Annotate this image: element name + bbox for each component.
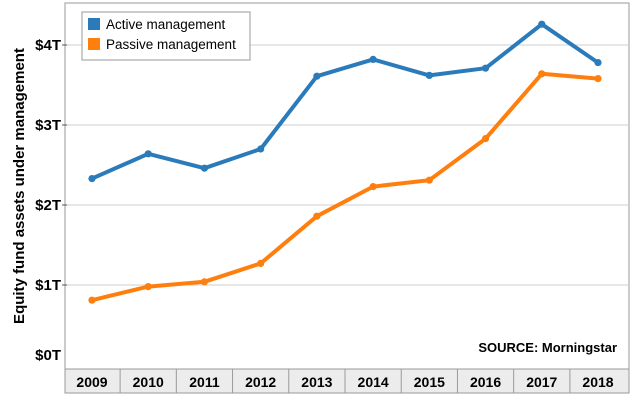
y-tick-label: $2T <box>35 197 61 214</box>
x-tick-label: 2015 <box>414 374 445 390</box>
data-point <box>200 278 209 286</box>
data-point <box>538 20 546 28</box>
x-tick-label: 2010 <box>133 374 164 390</box>
y-tick-label: $0T <box>35 347 61 364</box>
x-axis-band <box>64 368 630 394</box>
x-tick-label: 2018 <box>582 374 613 390</box>
data-point <box>369 55 377 64</box>
data-point <box>481 135 490 143</box>
series-line-0 <box>90 22 600 181</box>
data-point <box>257 145 265 153</box>
x-tick-label: 2014 <box>358 374 389 390</box>
y-tick-label: $3T <box>35 117 61 134</box>
data-point <box>144 283 152 291</box>
legend-swatch-passive <box>88 38 100 50</box>
legend: Active management Passive management <box>81 11 251 61</box>
data-point <box>538 70 546 78</box>
y-tick-labels: $0T $1T $2T $3T $4T <box>35 37 67 364</box>
legend-box <box>81 11 251 61</box>
data-point <box>481 64 490 72</box>
data-point <box>313 212 321 220</box>
data-point <box>425 71 433 79</box>
data-point <box>313 72 321 80</box>
data-point <box>88 175 96 183</box>
data-point <box>594 59 602 67</box>
series-line-1 <box>90 71 600 303</box>
x-tick-label: 2009 <box>76 374 107 390</box>
data-point <box>257 259 265 267</box>
data-point <box>144 150 152 158</box>
x-tick-label: 2012 <box>245 374 276 390</box>
y-tick-label: $4T <box>35 37 61 54</box>
y-axis-label: Equity fund assets under management <box>11 48 28 324</box>
data-point <box>200 164 209 172</box>
x-tick-label: 2013 <box>301 374 332 390</box>
data-point <box>369 183 377 191</box>
x-tick-label: 2016 <box>470 374 501 390</box>
x-tick-label: 2011 <box>189 374 220 390</box>
plot-area <box>64 2 630 370</box>
legend-label-active: Active management <box>106 17 226 32</box>
data-point <box>594 75 602 83</box>
series-lines <box>88 20 602 304</box>
y-tick-label: $1T <box>35 277 61 294</box>
source-annotation: SOURCE: Morningstar <box>478 340 617 355</box>
data-point <box>425 176 433 184</box>
legend-swatch-active <box>88 18 100 30</box>
data-point <box>88 296 96 304</box>
legend-label-passive: Passive management <box>106 37 236 52</box>
x-tick-labels: 2009 2010 2011 2012 2013 2014 2015 2016 2017 2018 <box>76 374 613 390</box>
x-tick-label: 2017 <box>526 374 557 390</box>
